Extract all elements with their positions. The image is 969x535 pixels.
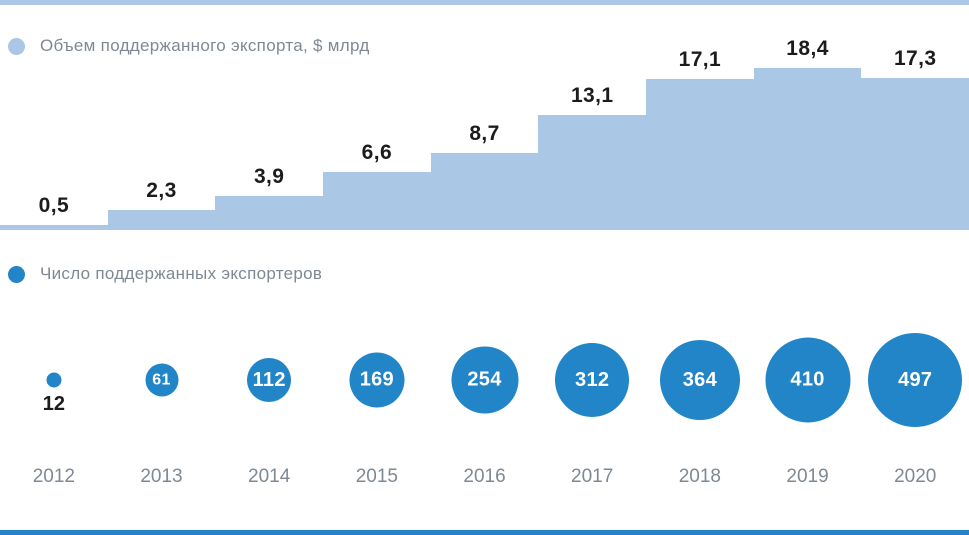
step-value-label: 18,4 — [786, 37, 829, 60]
step-segment: 0,5 — [0, 194, 108, 230]
step-area-chart: 0,5 2,3 3,9 6,6 8,7 13,1 17,1 18,4 17,3 — [0, 37, 969, 230]
bubble: 169 — [349, 352, 405, 408]
bubble-chart: 12 61 112 169 254 312 364 410 497 — [0, 328, 969, 432]
bubble: 254 — [451, 346, 519, 414]
step-segment: 17,1 — [646, 48, 754, 230]
step-value-label: 6,6 — [361, 141, 393, 164]
year-label: 2019 — [786, 466, 829, 487]
bubble-cell: 364 — [646, 328, 754, 432]
year-label: 2018 — [678, 466, 721, 487]
step-value-label: 2,3 — [146, 179, 177, 202]
legend-exports-label: Объем поддержанного экспорта, $ млрд — [40, 36, 370, 55]
bubble-cell: 497 — [861, 328, 969, 432]
step-value-label: 17,1 — [678, 48, 722, 71]
year-label: 2015 — [355, 466, 398, 487]
x-axis-years: 2012 2013 2014 2015 2016 2017 2018 2019 2020 — [0, 466, 969, 488]
legend-exports: Объем поддержанного экспорта, $ млрд — [8, 36, 370, 56]
step-value-label: 17,3 — [893, 47, 937, 70]
bubble-cell: 410 — [754, 328, 862, 432]
year-label: 2014 — [248, 466, 291, 487]
bubble: 112 — [247, 358, 292, 402]
step-segment: 13,1 — [538, 84, 647, 230]
step-value-label: 8,7 — [469, 122, 500, 145]
legend-exporters-label: Число поддержанных экспортеров — [40, 264, 323, 283]
year-label: 2020 — [894, 466, 937, 487]
bubble: 410 — [765, 337, 851, 423]
bubble: 364 — [659, 340, 740, 420]
bubble: 61 — [145, 363, 178, 397]
bubble: 312 — [555, 343, 630, 417]
year-label: 2012 — [32, 466, 75, 487]
year-label: 2013 — [140, 466, 183, 487]
step-value-label: 13,1 — [570, 84, 614, 107]
step-segment: 2,3 — [107, 179, 216, 230]
step-segment: 6,6 — [323, 141, 431, 230]
year-label: 2017 — [571, 466, 614, 487]
bubble-cell: 312 — [538, 328, 646, 432]
step-segment: 18,4 — [753, 37, 862, 230]
bubble — [46, 372, 62, 388]
top-accent-line — [0, 0, 969, 5]
step-value-label: 3,9 — [253, 165, 285, 188]
step-segment: 8,7 — [430, 122, 539, 230]
bubble-cell: 169 — [323, 328, 431, 432]
bubble: 497 — [868, 333, 963, 427]
bubble-value-label: 12 — [42, 393, 65, 415]
bubble-cell: 254 — [431, 328, 539, 432]
bubble-cell: 12 — [0, 328, 108, 432]
legend-exports-swatch-icon — [8, 37, 25, 55]
legend-exporters: Число поддержанных экспортеров — [8, 264, 322, 284]
step-segment: 3,9 — [215, 165, 324, 230]
bubble-cell: 61 — [108, 328, 216, 432]
step-value-label: 0,5 — [38, 194, 70, 217]
year-label: 2016 — [463, 466, 506, 487]
bottom-accent-line — [0, 530, 969, 535]
legend-exporters-swatch-icon — [8, 265, 25, 283]
step-segment: 17,3 — [861, 47, 969, 230]
bubble-cell: 112 — [215, 328, 323, 432]
